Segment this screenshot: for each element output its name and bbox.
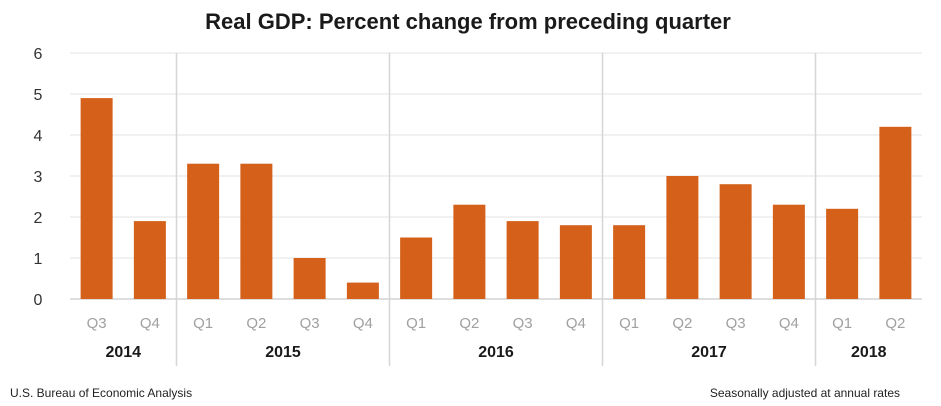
x-axis-year-labels: 2014 2015 2016 2017 2018 xyxy=(105,344,886,361)
bar-q1 xyxy=(613,225,646,299)
bar-q4 xyxy=(133,221,166,299)
x-axis-quarter-ticks: Q3 Q4 Q1 Q2 Q3 Q4 Q1 Q2 Q3 Q4 Q1 Q2 Q3 Q4 Q1 Q2 xyxy=(87,315,906,332)
bar-q3 xyxy=(293,258,326,299)
quarter-tick-label: Q3 xyxy=(300,315,320,332)
bar-q3 xyxy=(80,98,113,299)
bar-q1 xyxy=(187,163,220,299)
quarter-tick-label: Q4 xyxy=(353,315,373,332)
quarter-tick-label: Q2 xyxy=(672,315,692,332)
quarter-tick-label: Q2 xyxy=(246,315,266,332)
source-note: U.S. Bureau of Economic Analysis xyxy=(10,386,192,400)
quarter-tick-label: Q1 xyxy=(406,315,426,332)
y-tick-label: 0 xyxy=(34,292,43,309)
bar-q2 xyxy=(240,163,273,299)
year-label: 2014 xyxy=(105,344,141,361)
bars xyxy=(80,98,912,299)
y-tick-label: 6 xyxy=(34,46,43,63)
y-tick-label: 4 xyxy=(34,128,43,145)
bar-q2 xyxy=(453,204,486,299)
y-axis-ticks: 0 1 2 3 4 5 6 xyxy=(34,46,43,309)
bar-q2 xyxy=(666,176,699,299)
quarter-tick-label: Q1 xyxy=(832,315,852,332)
bar-q1 xyxy=(826,208,859,299)
quarter-tick-label: Q3 xyxy=(87,315,107,332)
y-tick-label: 5 xyxy=(34,87,43,104)
bar-q1 xyxy=(400,237,433,299)
seasonal-note: Seasonally adjusted at annual rates xyxy=(710,386,900,400)
quarter-tick-label: Q4 xyxy=(779,315,799,332)
quarter-tick-label: Q2 xyxy=(459,315,479,332)
y-tick-label: 3 xyxy=(34,169,43,186)
quarter-tick-label: Q4 xyxy=(566,315,586,332)
quarter-tick-label: Q3 xyxy=(726,315,746,332)
year-label: 2018 xyxy=(851,344,887,361)
bar-q4 xyxy=(346,282,379,299)
bar-q3 xyxy=(506,221,539,299)
year-label: 2015 xyxy=(265,344,301,361)
bar-q2 xyxy=(879,126,912,299)
quarter-tick-label: Q3 xyxy=(513,315,533,332)
bar-q4 xyxy=(772,204,805,299)
quarter-tick-label: Q1 xyxy=(619,315,639,332)
bar-q4 xyxy=(559,225,592,299)
y-tick-label: 2 xyxy=(34,210,43,227)
chart-title: Real GDP: Percent change from preceding … xyxy=(205,9,731,34)
year-dividers xyxy=(175,53,817,366)
bar-q3 xyxy=(719,184,752,299)
quarter-tick-label: Q2 xyxy=(885,315,905,332)
year-label: 2016 xyxy=(478,344,514,361)
year-label: 2017 xyxy=(691,344,727,361)
y-tick-label: 1 xyxy=(34,251,43,268)
quarter-tick-label: Q1 xyxy=(193,315,213,332)
quarter-tick-label: Q4 xyxy=(140,315,160,332)
